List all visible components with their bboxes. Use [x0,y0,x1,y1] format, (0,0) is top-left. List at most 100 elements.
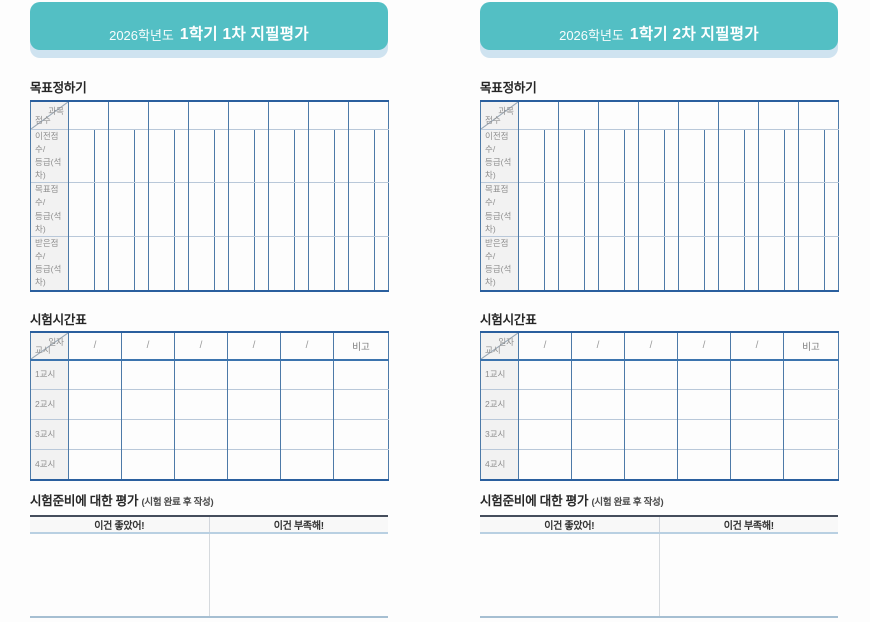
score-entry-cell[interactable] [638,182,679,237]
score-entry-cell[interactable] [228,182,269,237]
eval-bad-entry-area[interactable] [210,534,389,616]
exam-subject-cell[interactable] [227,419,281,450]
exam-subject-cell[interactable] [121,419,175,450]
exam-subject-cell[interactable] [121,359,175,390]
exam-subject-cell[interactable] [121,389,175,420]
score-entry-cell[interactable] [348,235,389,291]
score-entry-cell[interactable] [518,128,559,183]
exam-subject-cell[interactable] [280,389,334,420]
exam-subject-cell[interactable] [624,389,678,420]
score-entry-cell[interactable] [558,235,599,291]
score-entry-cell[interactable] [268,128,309,183]
score-entry-cell[interactable] [598,128,639,183]
subject-name-cell[interactable] [518,101,559,129]
exam-subject-cell[interactable] [571,419,625,450]
score-entry-cell[interactable] [108,128,149,183]
subject-name-cell[interactable] [108,101,149,129]
exam-subject-cell[interactable] [227,449,281,480]
score-entry-cell[interactable] [718,235,759,291]
exam-subject-cell[interactable] [783,449,839,480]
exam-date-cell[interactable]: / [518,331,572,361]
exam-subject-cell[interactable] [68,419,122,450]
subject-name-cell[interactable] [188,101,229,129]
score-entry-cell[interactable] [68,235,109,291]
exam-date-cell[interactable]: / [624,331,678,361]
exam-subject-cell[interactable] [677,419,731,450]
score-entry-cell[interactable] [758,182,799,237]
score-entry-cell[interactable] [108,182,149,237]
score-entry-cell[interactable] [638,235,679,291]
exam-subject-cell[interactable] [121,449,175,480]
exam-date-cell[interactable]: / [730,331,784,361]
subject-name-cell[interactable] [68,101,109,129]
exam-date-cell[interactable]: / [68,331,122,361]
score-entry-cell[interactable] [678,182,719,237]
subject-name-cell[interactable] [268,101,309,129]
exam-subject-cell[interactable] [624,419,678,450]
exam-subject-cell[interactable] [333,389,389,420]
exam-date-cell[interactable]: / [121,331,175,361]
score-entry-cell[interactable] [308,235,349,291]
eval-good-entry-area[interactable] [480,533,660,616]
score-entry-cell[interactable] [798,128,839,183]
score-entry-cell[interactable] [518,182,559,237]
eval-bad-entry-area[interactable] [660,534,839,616]
score-entry-cell[interactable] [68,128,109,183]
subject-name-cell[interactable] [798,101,839,129]
score-entry-cell[interactable] [268,182,309,237]
score-entry-cell[interactable] [148,128,189,183]
exam-subject-cell[interactable] [730,449,784,480]
subject-name-cell[interactable] [558,101,599,129]
exam-subject-cell[interactable] [174,359,228,390]
exam-subject-cell[interactable] [783,389,839,420]
score-entry-cell[interactable] [348,182,389,237]
score-entry-cell[interactable] [228,235,269,291]
score-entry-cell[interactable] [348,128,389,183]
subject-name-cell[interactable] [678,101,719,129]
exam-subject-cell[interactable] [174,419,228,450]
score-entry-cell[interactable] [558,128,599,183]
exam-subject-cell[interactable] [677,389,731,420]
exam-subject-cell[interactable] [730,359,784,390]
exam-subject-cell[interactable] [518,449,572,480]
exam-subject-cell[interactable] [518,359,572,390]
score-entry-cell[interactable] [558,182,599,237]
exam-subject-cell[interactable] [227,359,281,390]
eval-good-entry-area[interactable] [30,533,210,616]
exam-subject-cell[interactable] [783,359,839,390]
exam-subject-cell[interactable] [280,449,334,480]
exam-subject-cell[interactable] [333,419,389,450]
score-entry-cell[interactable] [228,128,269,183]
exam-date-cell[interactable]: / [571,331,625,361]
score-entry-cell[interactable] [148,235,189,291]
exam-subject-cell[interactable] [174,449,228,480]
exam-subject-cell[interactable] [677,359,731,390]
exam-subject-cell[interactable] [333,359,389,390]
exam-subject-cell[interactable] [174,389,228,420]
exam-subject-cell[interactable] [518,389,572,420]
score-entry-cell[interactable] [188,235,229,291]
score-entry-cell[interactable] [308,128,349,183]
exam-subject-cell[interactable] [333,449,389,480]
score-entry-cell[interactable] [308,182,349,237]
score-entry-cell[interactable] [718,182,759,237]
exam-subject-cell[interactable] [783,419,839,450]
exam-subject-cell[interactable] [280,359,334,390]
exam-subject-cell[interactable] [518,419,572,450]
exam-subject-cell[interactable] [227,389,281,420]
score-entry-cell[interactable] [718,128,759,183]
exam-subject-cell[interactable] [68,389,122,420]
exam-subject-cell[interactable] [68,359,122,390]
score-entry-cell[interactable] [518,235,559,291]
score-entry-cell[interactable] [678,128,719,183]
exam-date-cell[interactable]: / [677,331,731,361]
exam-subject-cell[interactable] [624,359,678,390]
score-entry-cell[interactable] [598,235,639,291]
score-entry-cell[interactable] [188,182,229,237]
exam-subject-cell[interactable] [571,389,625,420]
subject-name-cell[interactable] [148,101,189,129]
exam-subject-cell[interactable] [68,449,122,480]
subject-name-cell[interactable] [348,101,389,129]
subject-name-cell[interactable] [228,101,269,129]
exam-subject-cell[interactable] [677,449,731,480]
